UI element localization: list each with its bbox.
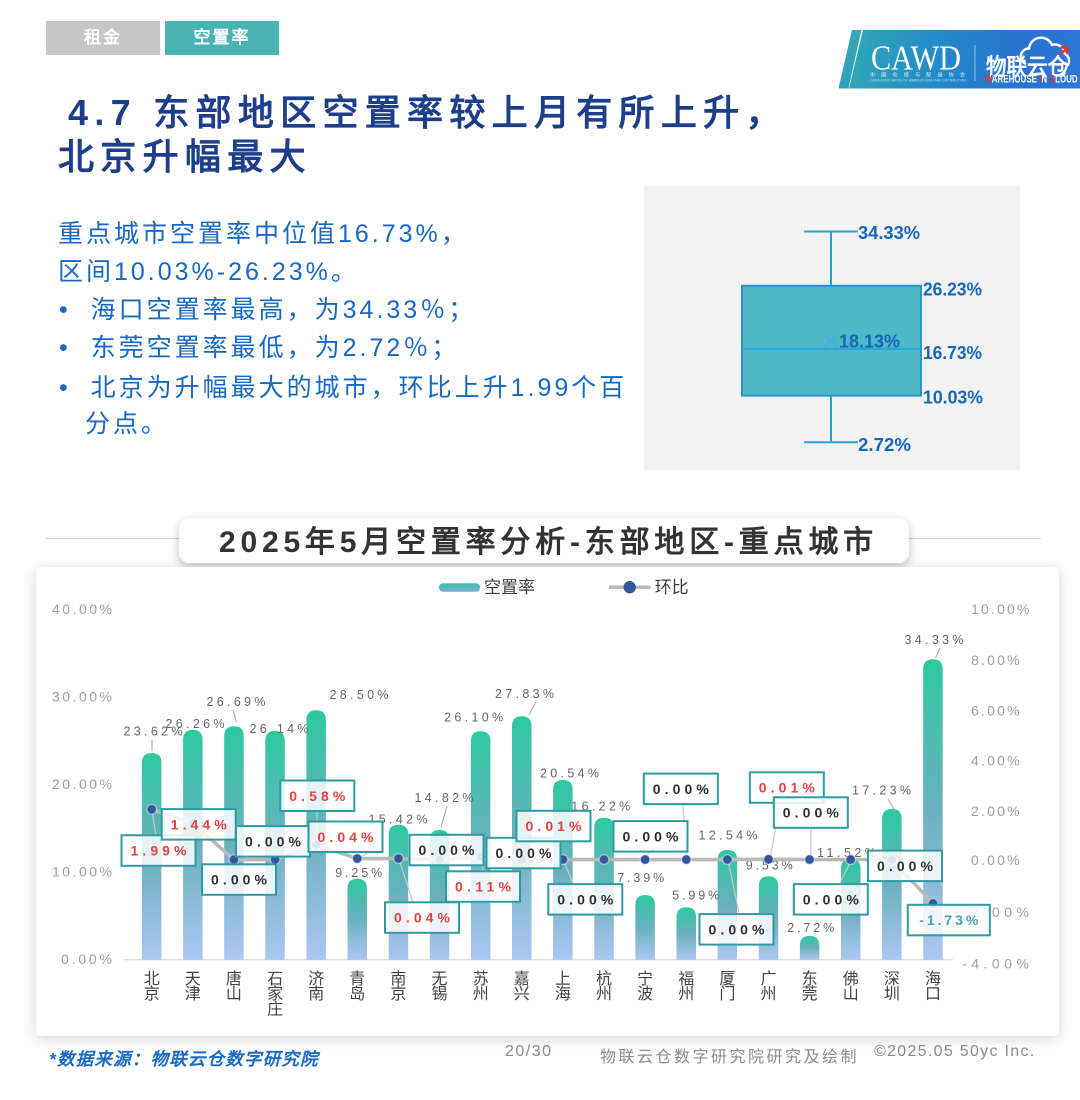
svg-text:12.54%: 12.54% — [699, 828, 758, 842]
svg-text:10.00%: 10.00% — [52, 864, 112, 880]
svg-text:2.72%: 2.72% — [858, 435, 911, 455]
svg-text:京: 京 — [390, 985, 406, 1003]
svg-text:福: 福 — [678, 970, 694, 988]
svg-text:海: 海 — [925, 970, 941, 988]
svg-text:苏: 苏 — [473, 970, 489, 988]
svg-text:10.03%: 10.03% — [923, 387, 983, 407]
svg-text:津: 津 — [185, 985, 201, 1003]
svg-text:家: 家 — [267, 985, 283, 1003]
svg-text:34.33%: 34.33% — [858, 223, 920, 243]
svg-text:8.00%: 8.00% — [971, 652, 1020, 668]
svg-text:广: 广 — [760, 970, 776, 988]
svg-text:山: 山 — [226, 985, 242, 1003]
svg-text:深: 深 — [884, 970, 900, 988]
svg-text:南: 南 — [390, 970, 406, 988]
svg-text:波: 波 — [637, 985, 653, 1003]
svg-text:空置率: 空置率 — [484, 578, 535, 597]
svg-text:州: 州 — [596, 986, 612, 1003]
svg-text:圳: 圳 — [884, 985, 900, 1003]
svg-text:11.52%: 11.52% — [817, 846, 876, 860]
svg-text:山: 山 — [843, 985, 859, 1003]
svg-text:-4.00%: -4.00% — [962, 956, 1029, 972]
svg-text:26.14%: 26.14% — [250, 722, 309, 736]
svg-text:无: 无 — [431, 971, 447, 988]
svg-text:莞: 莞 — [802, 985, 818, 1003]
svg-text:唐: 唐 — [226, 970, 242, 988]
svg-text:WAREHOUSE IN CLOUD: WAREHOUSE IN CLOUD — [985, 73, 1078, 85]
svg-text:26.23%: 26.23% — [923, 280, 982, 300]
svg-text:27.83%: 27.83% — [495, 687, 554, 701]
svg-text:青: 青 — [349, 970, 365, 988]
svg-text:CAWD: CAWD — [871, 39, 961, 78]
svg-text:口: 口 — [925, 986, 941, 1003]
svg-text:CHINA ASSOCIATION OF WAREHOUSI: CHINA ASSOCIATION OF WAREHOUSING AND DIS… — [870, 79, 966, 83]
svg-text:佛: 佛 — [843, 970, 859, 988]
svg-text:京: 京 — [144, 985, 160, 1003]
svg-text:9.25%: 9.25% — [335, 866, 382, 880]
svg-text:石: 石 — [267, 971, 283, 988]
svg-text:州: 州 — [678, 986, 694, 1003]
svg-text:40.00%: 40.00% — [52, 601, 112, 617]
svg-text:0.00%: 0.00% — [971, 852, 1020, 868]
svg-text:0.00%: 0.00% — [61, 951, 112, 967]
svg-text:庄: 庄 — [267, 1000, 283, 1018]
svg-text:16.73%: 16.73% — [923, 343, 982, 363]
svg-text:岛: 岛 — [349, 985, 365, 1003]
svg-text:23.62%: 23.62% — [124, 725, 183, 739]
svg-text:5.99%: 5.99% — [672, 888, 719, 902]
svg-text:宁: 宁 — [637, 970, 653, 988]
svg-text:东: 东 — [802, 970, 818, 988]
svg-text:26.10%: 26.10% — [444, 711, 503, 725]
svg-text:2.00%: 2.00% — [971, 803, 1020, 819]
svg-text:兴: 兴 — [514, 985, 530, 1003]
svg-text:州: 州 — [473, 986, 489, 1003]
svg-text:厦: 厦 — [719, 971, 735, 988]
svg-text:14.82%: 14.82% — [415, 791, 474, 805]
svg-text:济: 济 — [308, 970, 324, 988]
svg-text:北: 北 — [144, 970, 160, 988]
svg-text:10.00%: 10.00% — [971, 601, 1030, 617]
svg-text:天: 天 — [185, 971, 201, 988]
svg-text:嘉: 嘉 — [514, 970, 530, 988]
svg-text:17.23%: 17.23% — [852, 783, 911, 797]
svg-text:中国仓储与配送协会: 中国仓储与配送协会 — [870, 72, 965, 79]
svg-text:20.54%: 20.54% — [540, 767, 599, 781]
svg-text:30.00%: 30.00% — [52, 689, 112, 705]
svg-text:-1.73%: -1.73% — [919, 912, 979, 928]
svg-text:20.00%: 20.00% — [52, 776, 112, 792]
svg-text:34.33%: 34.33% — [905, 633, 964, 647]
svg-text:28.50%: 28.50% — [330, 688, 389, 702]
svg-text:海: 海 — [555, 985, 571, 1003]
svg-text:环比: 环比 — [655, 578, 689, 597]
svg-text:2.72%: 2.72% — [787, 921, 834, 935]
svg-text:上: 上 — [555, 970, 571, 988]
svg-text:6.00%: 6.00% — [971, 703, 1020, 719]
svg-text:杭: 杭 — [596, 970, 612, 988]
svg-text:26.69%: 26.69% — [207, 695, 266, 709]
svg-text:物联云仓: 物联云仓 — [986, 54, 1069, 80]
svg-text:锡: 锡 — [431, 985, 447, 1003]
svg-text:7.39%: 7.39% — [617, 871, 664, 885]
svg-text:门: 门 — [719, 985, 735, 1003]
svg-text:26.26%: 26.26% — [166, 717, 225, 731]
svg-text:18.13%: 18.13% — [839, 331, 900, 351]
svg-text:4.00%: 4.00% — [971, 753, 1020, 769]
svg-text:南: 南 — [308, 985, 324, 1003]
svg-text:州: 州 — [760, 986, 776, 1003]
